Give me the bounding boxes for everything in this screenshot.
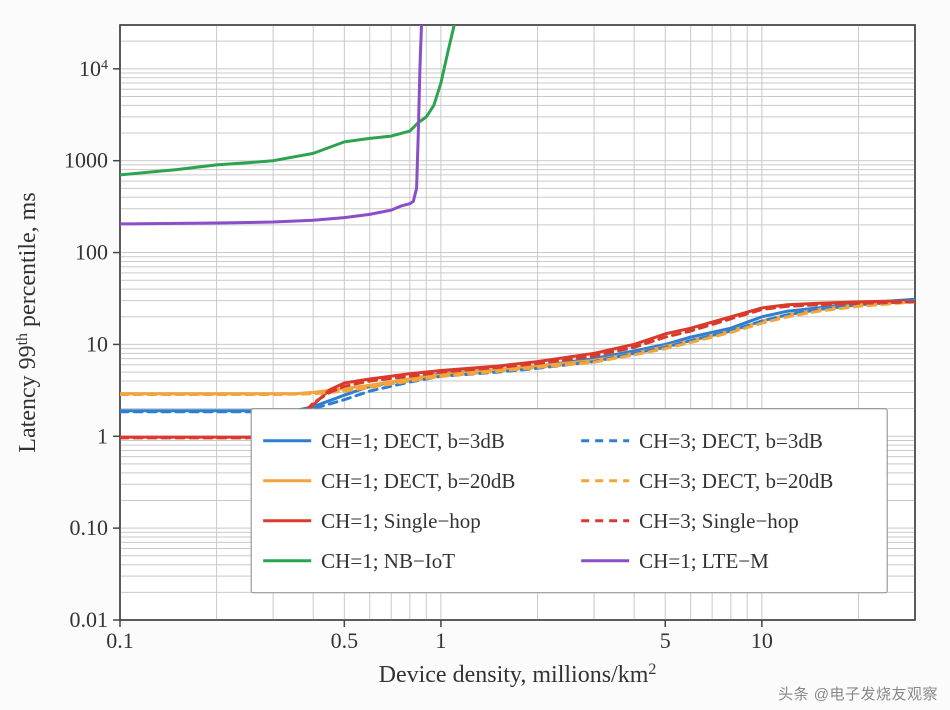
- legend-label: CH=3; DECT, b=3dB: [639, 429, 823, 453]
- y-tick-label: 1: [97, 423, 108, 448]
- y-tick-label: 0.10: [70, 515, 109, 540]
- legend-label: CH=1; DECT, b=3dB: [321, 429, 505, 453]
- y-tick-label: 100: [75, 240, 108, 265]
- latency-chart: 0.10.515100.010.101101001000104Device de…: [0, 0, 950, 710]
- x-tick-label: 1: [435, 628, 446, 653]
- y-axis-label: Latency 99th percentile, ms: [14, 192, 42, 452]
- y-tick-label: 0.01: [70, 607, 109, 632]
- legend-label: CH=1; Single−hop: [321, 509, 481, 533]
- y-tick-label: 1000: [64, 148, 108, 173]
- chart-container: 0.10.515100.010.101101001000104Device de…: [0, 0, 950, 710]
- legend-label: CH=1; NB−IoT: [321, 549, 455, 573]
- legend-label: CH=1; LTE−M: [639, 549, 769, 573]
- legend-label: CH=1; DECT, b=20dB: [321, 469, 515, 493]
- x-tick-label: 0.5: [331, 628, 359, 653]
- legend: CH=1; DECT, b=3dB CH=3; DECT, b=3dB CH=1; …: [251, 409, 887, 593]
- legend-label: CH=3; Single−hop: [639, 509, 799, 533]
- y-tick-label: 10: [86, 331, 108, 356]
- x-tick-label: 0.1: [106, 628, 134, 653]
- x-tick-label: 5: [660, 628, 671, 653]
- x-axis-label: Device density, millions/km2: [379, 661, 657, 689]
- x-tick-label: 10: [751, 628, 773, 653]
- legend-label: CH=3; DECT, b=20dB: [639, 469, 833, 493]
